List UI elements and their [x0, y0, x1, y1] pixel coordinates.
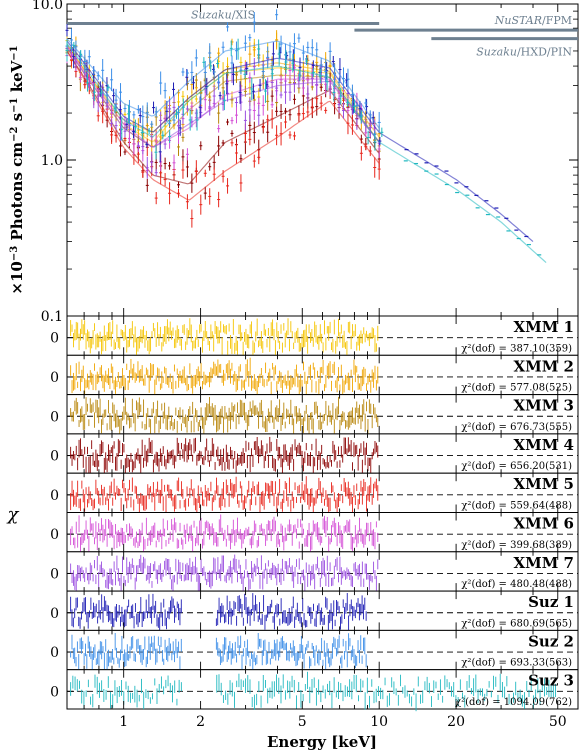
- residual-chi2: χ²(dof) = 387.10(359): [461, 343, 572, 354]
- residual-panel-name: XMM 6: [513, 515, 574, 533]
- residual-panel: 0 XMM 7 χ²(dof) = 480.48(488): [50, 551, 579, 593]
- residual-chi2: χ²(dof) = 676.73(555): [461, 422, 572, 433]
- residual-panel: 0 XMM 3 χ²(dof) = 676.73(555): [50, 394, 579, 435]
- model-line: [66, 38, 380, 129]
- x-tick-label: 2: [196, 714, 205, 730]
- residual-panel-name: Suz 1: [528, 593, 574, 611]
- x-tick-label: 1: [119, 714, 128, 730]
- residual-panel: 0 Suz 1 χ²(dof) = 680.69(565): [50, 590, 579, 632]
- residual-y-tick-label: 0: [50, 370, 59, 386]
- residual-chi2: χ²(dof) = 480.48(488): [461, 579, 572, 590]
- spectrum-panel: 0.1 1.0 10.0 Suzaku/XIS NuSTAR/FPM Suzaku/HXD…: [32, 0, 579, 325]
- y-tick-label: 10.0: [32, 0, 63, 13]
- residual-panel: 0 Suz 2 χ²(dof) = 693.33(563): [50, 629, 579, 672]
- residual-chi2: χ²(dof) = 559.64(488): [461, 501, 572, 512]
- ylabel-prefix: ×10: [8, 261, 26, 294]
- residual-y-tick-label: 0: [50, 488, 59, 504]
- residual-panel: 0 XMM 4 χ²(dof) = 656.20(531): [50, 433, 579, 475]
- residual-panel-name: XMM 4: [513, 436, 574, 454]
- ylabel-mid: s: [8, 113, 26, 127]
- x-axis: 1 2 5 10 20 50: [66, 4, 579, 730]
- residual-y-axis-label: χ: [6, 504, 20, 525]
- residual-panel: 0 XMM 6 χ²(dof) = 399.68(389): [50, 512, 579, 554]
- residual-panel: 0 XMM 5 χ²(dof) = 559.64(488): [50, 472, 579, 515]
- residual-chi2: χ²(dof) = 656.20(531): [461, 461, 572, 472]
- instrument-label: Suzaku/XIS: [191, 8, 255, 21]
- ylabel-exp3: −1: [9, 98, 20, 113]
- residual-y-tick-label: 0: [50, 645, 59, 661]
- ylabel-exp: −3: [9, 246, 20, 261]
- residual-y-tick-label: 0: [50, 684, 59, 700]
- instrument-label: NuSTAR/FPM: [494, 14, 572, 27]
- instrument-suffix: /XIS: [232, 8, 255, 21]
- residual-y-tick-label: 0: [50, 331, 59, 347]
- spectrum-series: [65, 9, 381, 138]
- model-line: [66, 50, 380, 201]
- residual-panel-name: XMM 2: [513, 357, 574, 375]
- instrument-label: Suzaku/HXD/PIN: [476, 46, 572, 59]
- residual-y-tick-label: 0: [50, 606, 59, 622]
- residual-panel-frame: [66, 669, 579, 710]
- ylabel-exp2: −2: [9, 127, 20, 142]
- residual-chi2: χ²(dof) = 693.33(563): [461, 658, 572, 669]
- y-tick-label: 0.1: [41, 309, 63, 325]
- residual-panels: 0 XMM 1 χ²(dof) = 387.10(359) 0 XMM 2 χ²(dof)…: [50, 315, 579, 712]
- model-line: [66, 42, 547, 264]
- instrument-name: Suzaku: [476, 46, 517, 59]
- ylabel-exp4: −1: [9, 45, 20, 60]
- ylabel-main: Photons cm: [8, 142, 26, 246]
- residual-panel-name: Suz 2: [528, 632, 574, 650]
- residual-panel-name: XMM 5: [513, 475, 574, 493]
- residual-panel-name: XMM 3: [513, 397, 574, 415]
- top-y-axis-label: ×10−3 Photons cm−2 s−1 keV−1: [8, 45, 26, 294]
- x-tick-label: 50: [549, 714, 567, 730]
- spectrum-series: [65, 38, 547, 264]
- instrument-name: NuSTAR: [494, 14, 542, 27]
- x-tick-label: 10: [370, 714, 388, 730]
- residual-panel-name: XMM 7: [513, 554, 574, 572]
- x-axis-title: Energy [keV]: [267, 733, 377, 751]
- residual-chi2: χ²(dof) = 399.68(389): [461, 540, 572, 551]
- model-line: [66, 50, 380, 185]
- residual-chi2: χ²(dof) = 1094.09(762): [455, 697, 572, 708]
- y-tick-label: 1.0: [41, 153, 63, 169]
- residual-chi2: χ²(dof) = 577.08(525): [461, 383, 572, 394]
- instrument-suffix: /FPM: [542, 14, 572, 27]
- residual-panel-name: Suz 3: [528, 672, 574, 690]
- residual-y-tick-label: 0: [50, 527, 59, 543]
- residual-y-tick-label: 0: [50, 409, 59, 425]
- instrument-name: Suzaku: [191, 8, 232, 21]
- residual-y-tick-label: 0: [50, 566, 59, 582]
- residual-panel: 0 XMM 1 χ²(dof) = 387.10(359): [50, 315, 579, 356]
- residual-panel: 0 Suz 3 χ²(dof) = 1094.09(762): [50, 669, 579, 712]
- x-tick-label: 5: [298, 714, 307, 730]
- ylabel-end: keV: [8, 60, 26, 97]
- residual-panel: 0 XMM 2 χ²(dof) = 577.08(525): [50, 354, 579, 397]
- x-tick-label: 20: [447, 714, 465, 730]
- instrument-suffix: /HXD/PIN: [517, 46, 572, 59]
- residual-chi2: χ²(dof) = 680.69(565): [461, 618, 572, 629]
- residual-y-tick-label: 0: [50, 449, 59, 465]
- model-line: [66, 40, 534, 243]
- residual-panel-name: XMM 1: [513, 318, 574, 336]
